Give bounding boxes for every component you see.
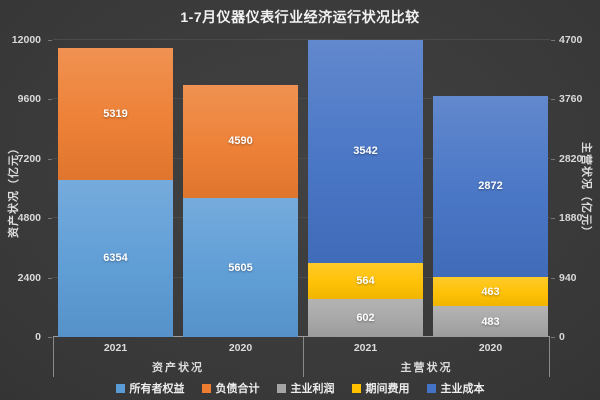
y-axis-right-tick-label: 1880 [559,212,583,225]
bar-segment-所有者权益: 5605 [183,198,298,337]
right-axis-tick-mark [551,158,555,160]
left-axis-tick-mark [48,40,52,41]
left-axis-tick-mark [48,218,52,220]
bar-segment-label: 5319 [103,107,128,120]
left-axis-tick-mark [48,277,52,279]
y-axis-left-tick-label: 2400 [17,271,41,284]
legend-item: 负债合计 [201,380,260,396]
category-axis: 2021 2020 资产状况 2021 2020 主营状况 [53,337,550,377]
category-year-label: 2020 [478,342,503,354]
y-axis-left-tick-label: 9600 [17,93,41,106]
y-axis-left: 0 2400 4800 7200 9600 12000 [0,34,45,343]
y-axis-right-tick-label: 4700 [559,34,583,46]
gridline [53,39,550,40]
bar-主营状况-2021: 602 564 3542 [308,39,423,337]
y-axis-left-tick-label: 12000 [11,34,41,46]
gridline [53,157,550,159]
gridline [53,217,550,219]
gridline [53,98,550,100]
gridline [53,276,550,278]
y-axis-left-tick-label: 0 [35,331,41,343]
y-axis-left-tick-label: 4800 [17,212,41,225]
category-group-label: 主营状况 [400,362,453,374]
y-axis-right-tick-label: 0 [559,331,565,343]
legend-label: 主业成本 [440,383,485,395]
y-axis-right-tick-label: 940 [559,271,577,284]
legend: 所有者权益 负债合计 主业利润 期间费用 主业成本 [0,380,600,396]
bar-segment-负债合计: 4590 [183,84,298,199]
left-axis-tick-mark [48,158,52,160]
right-axis-tick-mark [551,40,555,41]
legend-swatch [426,383,436,393]
y-axis-right: 0 940 1880 2820 3760 4700 [555,34,600,343]
category-year-label: 2021 [353,342,378,354]
bar-segment-label: 564 [356,275,375,288]
legend-label: 期间费用 [365,383,410,395]
bar-segment-主业成本: 2872 [433,95,548,278]
chart-title: 1-7月仪器仪表行业经济运行状况比较 [180,9,420,25]
right-axis-tick-mark [551,337,555,338]
bar-segment-label: 3542 [353,145,378,158]
category-group-label: 资产状况 [152,362,204,374]
category-year-label: 2020 [228,342,253,354]
legend-swatch [351,383,361,393]
legend-item: 主业利润 [276,380,335,396]
legend-label: 负债合计 [215,383,260,395]
category-separator [549,337,550,377]
right-axis-tick-mark [551,218,555,220]
category-year-label: 2021 [103,342,128,354]
bar-segment-期间费用: 463 [433,277,548,307]
bar-主营状况-2020: 483 463 2872 [433,95,548,337]
bar-资产状况-2020: 5605 4590 [183,84,298,337]
bar-segment-所有者权益: 6354 [58,179,173,337]
bar-segment-主业利润: 602 [308,298,423,337]
y-axis-right-tick-label: 3760 [559,93,583,106]
bar-资产状况-2021: 6354 5319 [58,48,173,337]
left-axis-title: 资产状况（亿元） [8,142,20,238]
bar-segment-label: 483 [481,315,500,328]
category-separator [303,337,304,377]
right-axis-tick-mark [551,99,555,101]
category-separator [53,337,54,377]
plot-area: 6354 5319 5605 4590 602 564 3542 483 463 2872 [53,39,550,337]
legend-swatch [115,383,125,393]
right-axis-tick-mark [551,277,555,279]
bar-segment-label: 4590 [228,135,253,148]
bar-segment-期间费用: 564 [308,263,423,299]
legend-swatch [201,383,211,393]
y-axis-left-tick-label: 7200 [17,152,41,165]
bar-segment-label: 6354 [103,252,128,265]
bar-segment-label: 2872 [478,180,503,193]
y-axis-right-tick-label: 2820 [559,152,583,165]
legend-label: 主业利润 [290,383,335,395]
legend-item: 所有者权益 [115,380,185,396]
x-axis-line [53,336,550,337]
bar-segment-label: 5605 [228,261,253,274]
legend-swatch [276,383,286,393]
right-axis-title: 主营状况（亿元） [580,142,592,238]
bar-segment-label: 602 [356,311,375,324]
legend-label: 所有者权益 [129,383,185,395]
left-axis-tick-mark [48,337,52,338]
left-axis-tick-mark [48,99,52,101]
bar-segment-负债合计: 5319 [58,48,173,180]
bar-segment-label: 463 [481,285,500,298]
bar-segment-主业成本: 3542 [308,39,423,264]
legend-item: 期间费用 [351,380,410,396]
bar-segment-主业利润: 483 [433,306,548,337]
legend-item: 主业成本 [426,380,485,396]
